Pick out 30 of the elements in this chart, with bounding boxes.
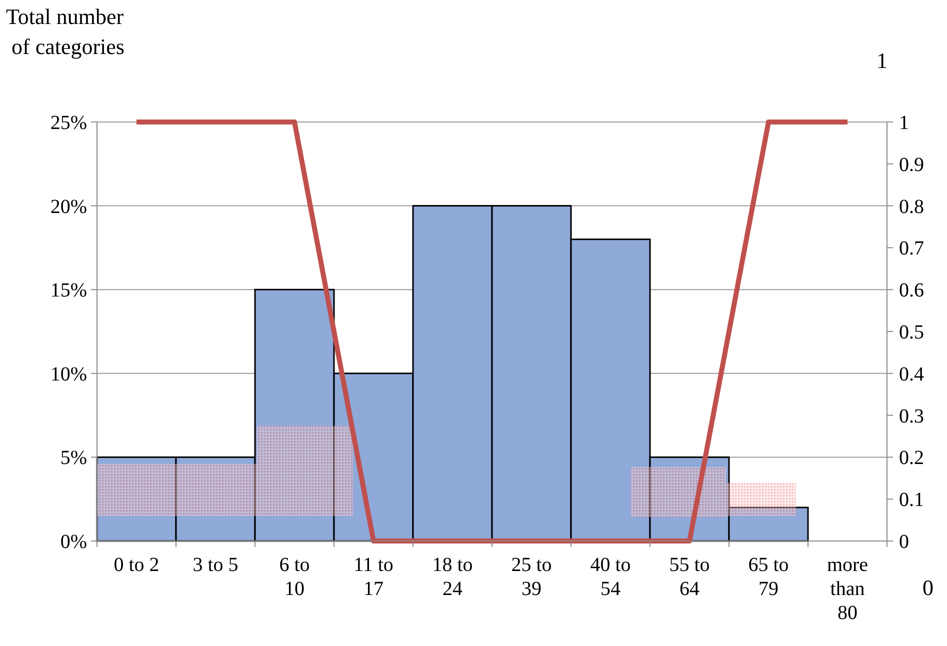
x-tick-label: 18 to 24 — [432, 554, 473, 600]
y-tick-label: 5% — [60, 447, 87, 470]
y-tick-label: 10% — [50, 363, 87, 386]
x-tick-label: 40 to 54 — [590, 554, 631, 600]
y-tick-label: 15% — [50, 280, 87, 302]
y2-tick-label: 0.2 — [899, 447, 924, 470]
x-tick-label: 55 to 64 — [669, 554, 710, 600]
x-tick-label: 65 to 79 — [748, 554, 789, 600]
x-tick-label: more than 80 — [826, 554, 868, 624]
y2-tick-label: 0 — [899, 531, 909, 553]
y-tick-label: 25% — [50, 112, 87, 134]
x-tick-label: 3 to 5 — [192, 554, 238, 576]
y-tick-label: 20% — [50, 196, 87, 218]
y2-tick-label: 0.6 — [899, 280, 924, 302]
y2-tick-label: 0.7 — [899, 238, 924, 260]
y2-tick-label: 0.8 — [899, 196, 924, 218]
y2-tick-label: 0.9 — [899, 154, 924, 176]
y2-tick-label: 0.5 — [899, 322, 924, 344]
x-tick-label: 6 to 10 — [279, 554, 310, 600]
x-tick-label: 25 to 39 — [511, 554, 552, 600]
x-tick-label: 0 to 2 — [114, 554, 160, 576]
x-tick-label: 11 to 17 — [354, 554, 394, 600]
y2-tick-label: 0.1 — [899, 489, 924, 512]
text: 1 — [876, 48, 888, 73]
y-tick-label: 0% — [60, 531, 87, 553]
y2-tick-label: 1 — [899, 112, 909, 134]
y-axis-title: Total number of categories — [6, 4, 124, 59]
y2-tick-label: 0.3 — [899, 405, 924, 428]
text: 0 — [922, 575, 934, 600]
y2-tick-label: 0.4 — [899, 363, 924, 386]
